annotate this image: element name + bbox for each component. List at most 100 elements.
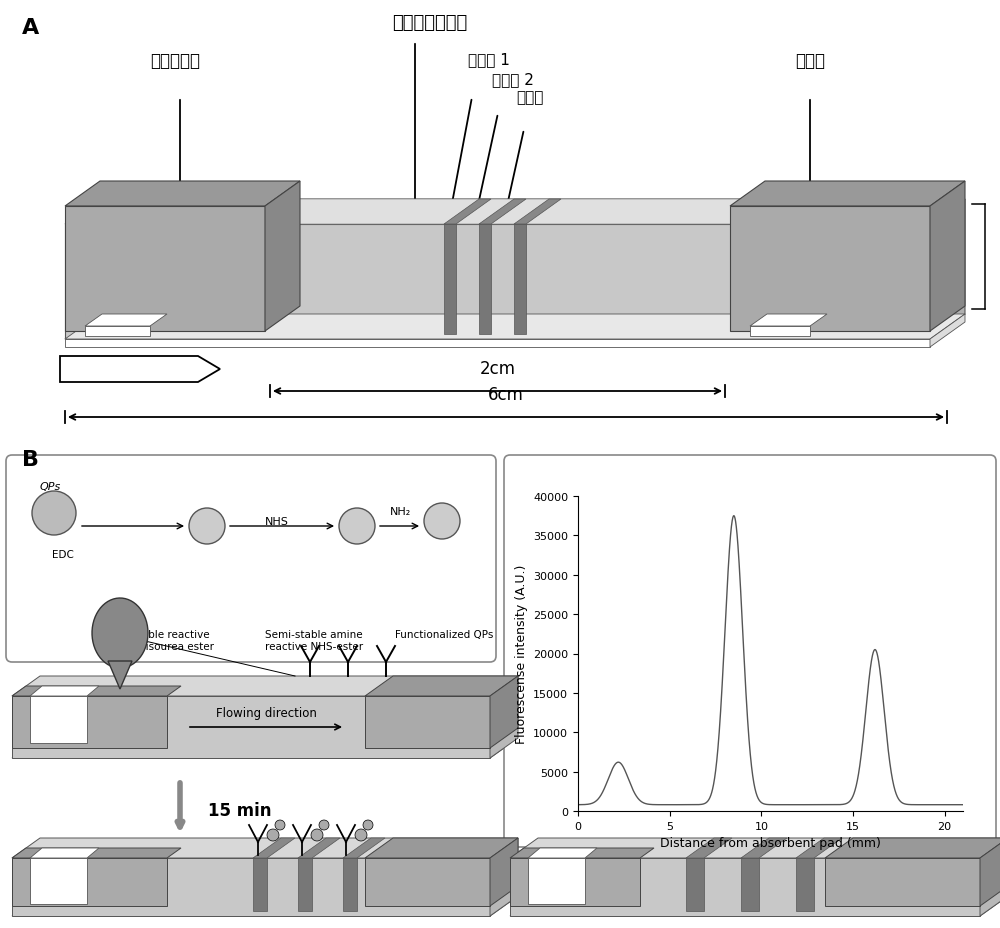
FancyBboxPatch shape	[504, 456, 996, 847]
Text: 检测线 1: 检测线 1	[468, 52, 510, 67]
Polygon shape	[930, 200, 965, 340]
Text: 6cm: 6cm	[488, 386, 524, 404]
Text: NHS: NHS	[265, 517, 289, 526]
Polygon shape	[730, 207, 930, 331]
Text: A: A	[22, 18, 39, 38]
Polygon shape	[980, 838, 1000, 906]
Polygon shape	[365, 677, 518, 696]
Text: 2cm: 2cm	[480, 360, 516, 378]
Polygon shape	[741, 858, 759, 911]
Polygon shape	[686, 858, 704, 911]
Text: 硝酸纤维素薄膜: 硝酸纤维素薄膜	[392, 14, 468, 32]
Circle shape	[189, 509, 225, 545]
Text: QPs: QPs	[40, 482, 61, 492]
Polygon shape	[510, 848, 654, 858]
Polygon shape	[12, 848, 181, 858]
Polygon shape	[343, 858, 357, 911]
Text: 检测线 2: 检测线 2	[492, 72, 534, 87]
Text: 15 min: 15 min	[208, 801, 272, 819]
Polygon shape	[12, 696, 167, 748]
Polygon shape	[30, 858, 87, 904]
Polygon shape	[510, 858, 980, 916]
Polygon shape	[255, 200, 775, 225]
Polygon shape	[796, 858, 814, 911]
Circle shape	[311, 829, 323, 841]
Polygon shape	[490, 677, 518, 758]
Text: 迁移方向: 迁移方向	[121, 363, 155, 377]
FancyBboxPatch shape	[6, 456, 496, 663]
Polygon shape	[65, 315, 965, 340]
Polygon shape	[490, 838, 518, 916]
Polygon shape	[298, 838, 340, 858]
Polygon shape	[12, 677, 518, 696]
Circle shape	[32, 492, 76, 535]
Polygon shape	[528, 848, 597, 858]
Y-axis label: Fluorescense intensity (A.U.): Fluorescense intensity (A.U.)	[515, 564, 528, 743]
Polygon shape	[825, 858, 980, 906]
Polygon shape	[65, 182, 300, 207]
Polygon shape	[686, 838, 732, 858]
Polygon shape	[510, 858, 640, 906]
Circle shape	[355, 829, 367, 841]
Polygon shape	[796, 838, 842, 858]
Text: EDC: EDC	[52, 549, 74, 560]
Polygon shape	[741, 838, 787, 858]
Text: Semi-stable amine
reactive NHS-ester: Semi-stable amine reactive NHS-ester	[265, 629, 363, 651]
Circle shape	[363, 820, 373, 831]
Text: 质控线: 质控线	[516, 90, 543, 105]
Polygon shape	[514, 225, 526, 335]
Polygon shape	[108, 662, 132, 690]
Polygon shape	[343, 838, 385, 858]
Polygon shape	[12, 858, 490, 916]
Polygon shape	[65, 315, 965, 340]
Circle shape	[424, 504, 460, 539]
Polygon shape	[12, 687, 181, 696]
Polygon shape	[479, 200, 526, 225]
Polygon shape	[730, 182, 965, 207]
Polygon shape	[12, 696, 490, 758]
Polygon shape	[514, 200, 561, 225]
FancyArrow shape	[60, 356, 220, 382]
Circle shape	[339, 509, 375, 545]
Polygon shape	[490, 677, 518, 748]
Polygon shape	[365, 858, 490, 906]
Polygon shape	[298, 858, 312, 911]
Polygon shape	[980, 838, 1000, 916]
Text: NH₂: NH₂	[390, 507, 411, 517]
Polygon shape	[65, 200, 965, 225]
Polygon shape	[528, 858, 585, 904]
Polygon shape	[490, 838, 518, 906]
Polygon shape	[92, 599, 148, 668]
Circle shape	[267, 829, 279, 841]
Polygon shape	[253, 858, 267, 911]
Polygon shape	[253, 838, 295, 858]
Polygon shape	[510, 896, 1000, 916]
Text: Unstable reactive
o-acylisourea ester: Unstable reactive o-acylisourea ester	[114, 629, 214, 651]
Circle shape	[275, 820, 285, 831]
Polygon shape	[930, 315, 965, 348]
Polygon shape	[12, 858, 167, 906]
Polygon shape	[479, 225, 491, 335]
Text: 吸水纸: 吸水纸	[795, 52, 825, 70]
Text: Flowing direction: Flowing direction	[216, 706, 316, 719]
Polygon shape	[12, 838, 518, 858]
X-axis label: Distance from absorbent pad (mm): Distance from absorbent pad (mm)	[660, 836, 881, 849]
Polygon shape	[930, 182, 965, 331]
Polygon shape	[365, 696, 490, 748]
Polygon shape	[30, 687, 99, 696]
Polygon shape	[85, 327, 150, 337]
Polygon shape	[85, 315, 167, 327]
Polygon shape	[65, 207, 265, 331]
Polygon shape	[750, 327, 810, 337]
Polygon shape	[510, 838, 1000, 858]
Polygon shape	[12, 896, 518, 916]
Polygon shape	[444, 200, 491, 225]
Polygon shape	[750, 315, 827, 327]
Polygon shape	[444, 225, 456, 335]
Polygon shape	[265, 182, 300, 331]
Polygon shape	[65, 340, 930, 348]
Polygon shape	[30, 848, 99, 858]
Polygon shape	[12, 738, 518, 758]
Circle shape	[319, 820, 329, 831]
Text: Functionalized QPs: Functionalized QPs	[395, 629, 493, 639]
